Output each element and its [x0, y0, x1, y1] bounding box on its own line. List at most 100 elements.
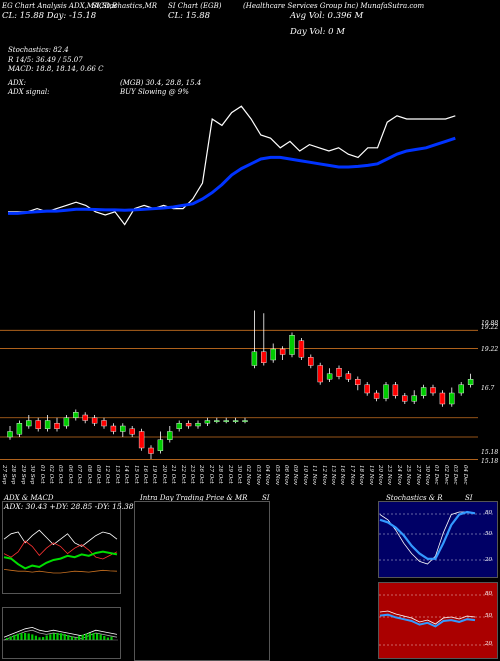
- plus-di-line: [3, 529, 118, 547]
- candle-body: [242, 420, 248, 422]
- candle-body: [157, 439, 164, 451]
- candle-body: [392, 384, 399, 396]
- candle-body: [129, 428, 135, 435]
- candle-body: [195, 423, 201, 427]
- macd-histogram-bar: [99, 634, 102, 640]
- macd-histogram-bar: [24, 633, 27, 640]
- adx-signal-text: BUY Slowing @ 9%: [120, 88, 189, 96]
- candle-body: [148, 447, 154, 454]
- macd-histogram-bar: [103, 635, 106, 640]
- candle-body: [308, 357, 314, 366]
- macd-histogram-bar: [67, 635, 70, 640]
- macd-histogram-bar: [88, 633, 91, 640]
- adx-signal-label: ADX signal:: [8, 88, 50, 96]
- candle-body: [402, 395, 408, 402]
- candle-body: [176, 423, 182, 429]
- macd-histogram-bar: [20, 633, 23, 640]
- mr-blue-line: [379, 613, 476, 628]
- level-label-5: 15.18: [481, 458, 499, 465]
- candle-body: [138, 431, 145, 449]
- candle-body: [420, 387, 427, 396]
- adx-panel-readout: ADX: 30.43 +DY: 28.85 -DY: 15.38: [4, 502, 134, 511]
- macd-histogram-bar: [106, 637, 109, 640]
- macd-histogram-bar: [13, 634, 16, 640]
- candle-body: [317, 365, 323, 383]
- stoch-panel-title: Stochastics & R: [386, 494, 443, 502]
- intra-panel-title: Intra Day Trading Price & MR: [140, 494, 248, 502]
- stochastics-readout: Stochastics: 82.4: [8, 46, 69, 54]
- moving-average-line: [8, 136, 456, 215]
- level-label-2: 19.22: [481, 346, 499, 353]
- stoch-level-80: 80: [485, 510, 492, 516]
- header-day-vol: Day Vol: 0 M: [290, 27, 345, 37]
- candle-body: [449, 392, 455, 405]
- candle-body: [223, 420, 229, 422]
- candle-body: [345, 373, 352, 380]
- macd-histogram-bar: [81, 634, 84, 640]
- candle-body: [439, 392, 446, 405]
- macd-histogram-bar: [31, 634, 34, 640]
- price-line: [8, 105, 456, 226]
- macd-histogram-bar: [56, 633, 59, 640]
- header-right: (Healthcare Services Group Inc) MunafaSu…: [243, 2, 425, 10]
- level-label-3: 16.7: [481, 385, 495, 392]
- candle-body: [167, 431, 173, 440]
- mr-level-20: 20: [485, 641, 492, 647]
- candle-body: [54, 423, 60, 429]
- macd-histogram-bar: [96, 633, 99, 640]
- candle-body: [373, 392, 380, 399]
- candle-body: [214, 420, 220, 422]
- macd-histogram-bar: [78, 636, 81, 640]
- header-mid2: SI Chart (EGB): [168, 2, 222, 10]
- candle-body: [298, 340, 305, 358]
- candle-body: [430, 387, 436, 394]
- header-left-line1: EG Chart Analysis ADX,MACD,B: [2, 2, 118, 10]
- macd-histogram-bar: [70, 636, 73, 640]
- macd-histogram-bar: [92, 633, 95, 640]
- candle-body: [383, 384, 389, 399]
- macd-histogram-bar: [45, 635, 48, 640]
- mr-white-line: [379, 610, 476, 625]
- candle-body: [289, 335, 295, 355]
- adx-values: (MGB) 30.4, 28.8, 15.4: [120, 79, 202, 87]
- candle-body: [7, 431, 13, 438]
- macd-histogram-bar: [42, 637, 45, 640]
- stoch-d-line: [379, 510, 476, 560]
- level-label-1: 19.88: [481, 320, 499, 327]
- candle-body: [326, 373, 333, 380]
- macd-histogram-bar: [60, 633, 63, 640]
- stoch-panel-si: SI: [465, 494, 473, 502]
- macd-histogram-bar: [16, 633, 19, 640]
- candle-body: [44, 420, 51, 429]
- minus-di-line: [3, 540, 118, 560]
- candle-body: [270, 348, 276, 361]
- header-mid: SI,Stochastics,MR: [92, 2, 158, 10]
- adx-panel-title: ADX & MACD: [4, 494, 54, 502]
- candle-body: [110, 425, 117, 432]
- macd-histogram-bar: [110, 636, 113, 640]
- adx-label: ADX:: [8, 79, 27, 87]
- macd-readout: MACD: 18.8, 18.14, 0.66 C: [8, 65, 104, 73]
- level-label-top: 19.22: [481, 324, 499, 331]
- candle-body: [185, 423, 192, 427]
- macd-histogram-bar: [38, 637, 41, 640]
- candle-body: [279, 348, 286, 355]
- candle-body: [458, 384, 464, 394]
- mr-level-50: 50: [485, 613, 492, 619]
- macd-histogram-bar: [52, 633, 55, 640]
- stoch-k-line: [379, 511, 476, 565]
- macd-histogram-bar: [34, 635, 37, 640]
- candle-body: [63, 417, 70, 427]
- candle-body: [120, 425, 126, 432]
- macd-histogram-bar: [85, 633, 88, 640]
- macd-histogram-bar: [49, 634, 52, 640]
- r-readout: R 14/5: 36.49 / 55.07: [8, 56, 83, 64]
- macd-line: [3, 626, 118, 638]
- candle-body: [82, 414, 88, 421]
- candle-body: [336, 368, 342, 377]
- adx-ref-line: [3, 569, 118, 574]
- mr-level-80: 80: [485, 591, 492, 597]
- candle-body: [411, 395, 417, 402]
- candle-body: [35, 420, 41, 429]
